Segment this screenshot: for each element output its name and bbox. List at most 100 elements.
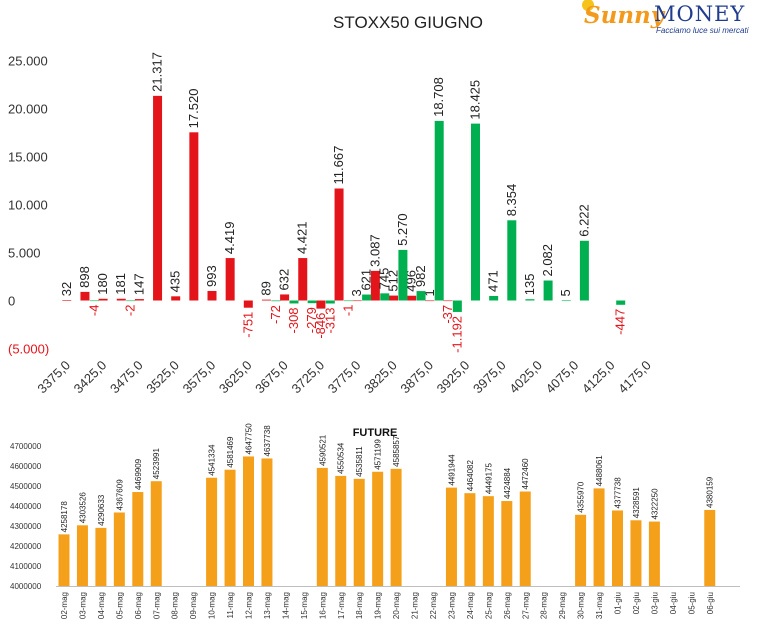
sunny-money-logo: Sunny MONEY Facciamo luce sui mercati xyxy=(582,0,762,38)
x-tick-label: 3875,0 xyxy=(397,358,436,397)
call-bar xyxy=(189,132,199,301)
call-bar xyxy=(334,188,344,301)
call-bar xyxy=(298,258,308,301)
call-bar xyxy=(62,300,72,301)
bar-value-label: -37 xyxy=(440,305,455,324)
call-bar xyxy=(225,258,235,301)
call-bar xyxy=(352,300,362,302)
call-bar xyxy=(243,300,253,308)
call-bar xyxy=(443,300,453,302)
put-bar xyxy=(579,240,589,301)
future-bar-value-label: 4449175 xyxy=(484,462,493,494)
put-bar xyxy=(362,294,372,301)
future-bar-value-label: 4258178 xyxy=(60,501,69,533)
future-x-tick-label: 06-giu xyxy=(706,592,715,614)
future-bar-value-label: 4535811 xyxy=(355,446,364,477)
future-x-tick-label: 14-mag xyxy=(281,592,290,619)
bar-value-label: -2 xyxy=(123,305,138,317)
bar-value-label: 4.421 xyxy=(295,222,310,255)
bar-value-label: 512 xyxy=(386,270,401,292)
x-tick-label: 3675,0 xyxy=(252,358,291,397)
future-bar-value-label: 4303526 xyxy=(78,492,87,524)
y-tick-label: 5.000 xyxy=(8,246,41,261)
future-y-tick-label: 4400000 xyxy=(10,502,42,511)
x-tick-label: 3375,0 xyxy=(34,358,73,397)
call-bar xyxy=(389,295,398,301)
future-x-tick-label: 06-mag xyxy=(134,592,143,619)
future-x-tick-label: 26-mag xyxy=(503,592,512,619)
future-bar-value-label: 4367609 xyxy=(115,479,124,511)
call-bar xyxy=(407,295,417,301)
y-tick-label: 0 xyxy=(8,294,15,309)
future-bar-value-label: 4590521 xyxy=(318,434,327,466)
future-bar xyxy=(630,520,642,586)
future-x-tick-label: 10-mag xyxy=(208,592,217,619)
put-bar xyxy=(507,220,517,301)
future-x-tick-label: 04-mag xyxy=(97,592,106,619)
future-bar-value-label: 4424884 xyxy=(503,467,512,499)
x-tick-label: 3475,0 xyxy=(107,358,146,397)
put-bar xyxy=(307,300,317,304)
future-bar xyxy=(372,471,384,586)
future-bar xyxy=(464,493,476,586)
future-bar xyxy=(575,514,587,586)
future-x-tick-label: 24-mag xyxy=(466,592,475,619)
bar-value-label: -447 xyxy=(613,309,628,335)
call-bar xyxy=(116,298,126,301)
future-bar-value-label: 4647750 xyxy=(245,423,254,455)
bar-value-label: 621 xyxy=(359,269,374,291)
future-bar-value-label: 4290633 xyxy=(97,494,106,526)
call-bar xyxy=(207,290,217,301)
future-bar-value-label: 4581469 xyxy=(226,436,235,468)
put-bar xyxy=(452,300,462,312)
put-bar xyxy=(325,300,335,304)
future-bar-value-label: 4488061 xyxy=(595,455,604,487)
future-x-tick-label: 20-mag xyxy=(392,592,401,619)
future-bar-value-label: 4464082 xyxy=(466,459,475,491)
bar-value-label: 17.520 xyxy=(186,89,201,129)
bar-value-label: 435 xyxy=(168,271,183,293)
bar-value-label: -308 xyxy=(286,307,301,333)
future-x-tick-label: 07-mag xyxy=(152,592,161,619)
bar-value-label: 1 xyxy=(422,289,437,296)
bar-value-label: 18.708 xyxy=(431,77,446,117)
future-bar-value-label: 4328591 xyxy=(632,487,641,519)
put-bar xyxy=(126,300,136,302)
bar-value-label: 147 xyxy=(131,273,146,295)
future-bar xyxy=(445,487,457,586)
bar-value-label: 5 xyxy=(558,289,573,296)
put-bar xyxy=(343,300,353,302)
future-bar xyxy=(353,478,365,586)
put-bar xyxy=(416,291,426,301)
put-bar xyxy=(543,280,553,301)
future-bar xyxy=(519,491,531,586)
future-x-tick-label: 15-mag xyxy=(300,592,309,619)
future-x-tick-label: 18-mag xyxy=(355,592,364,619)
x-tick-label: 3975,0 xyxy=(470,358,509,397)
future-x-tick-label: 13-mag xyxy=(263,592,272,619)
future-x-tick-label: 25-mag xyxy=(484,592,493,619)
bar-value-label: 135 xyxy=(522,274,537,296)
call-bar xyxy=(98,298,108,301)
future-x-tick-label: 19-mag xyxy=(374,592,383,619)
future-bar-value-label: 4472460 xyxy=(521,458,530,490)
call-bar xyxy=(80,291,90,301)
put-bar xyxy=(471,123,480,301)
x-tick-label: 3525,0 xyxy=(143,358,182,397)
future-y-tick-label: 4500000 xyxy=(10,482,42,491)
future-y-tick-label: 4000000 xyxy=(10,582,42,591)
bar-value-label: -4 xyxy=(86,305,101,317)
future-x-tick-label: 03-mag xyxy=(78,592,87,619)
future-bar-value-label: 4541334 xyxy=(208,444,217,476)
put-bar xyxy=(89,300,99,302)
future-x-tick-label: 17-mag xyxy=(337,592,346,619)
future-bar-value-label: 4585857 xyxy=(392,435,401,467)
future-x-tick-label: 02-mag xyxy=(60,592,69,619)
y-tick-label: 25.000 xyxy=(8,54,48,69)
future-bar xyxy=(243,456,254,586)
future-bar xyxy=(150,481,162,586)
call-bar xyxy=(153,95,163,301)
bar-value-label: 4.419 xyxy=(222,222,237,255)
